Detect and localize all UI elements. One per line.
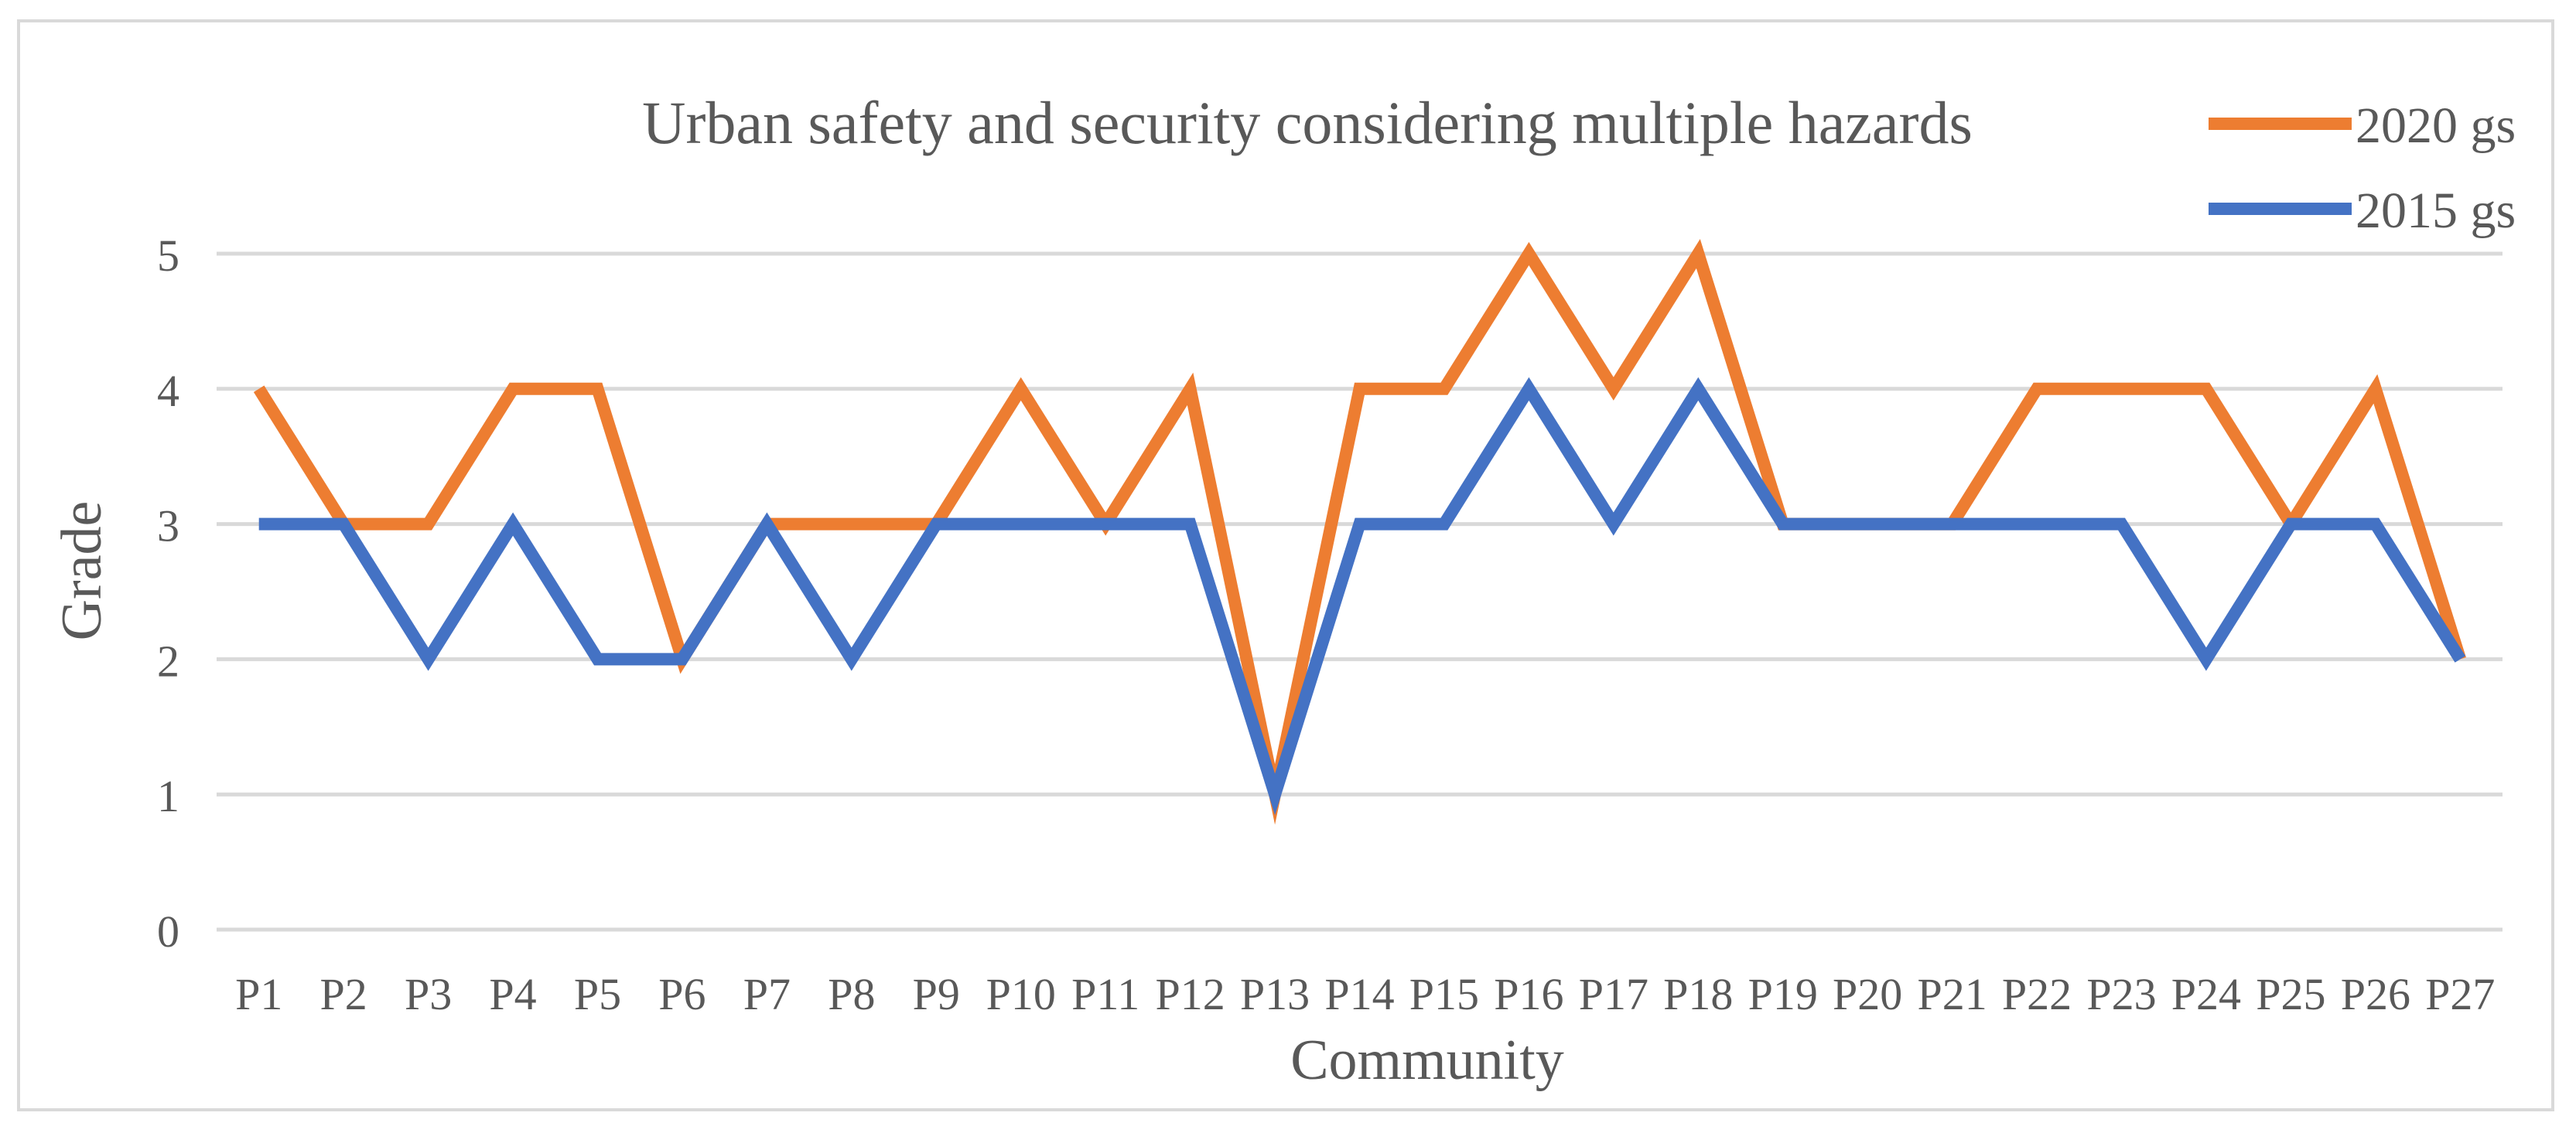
y-tick-label: 1 xyxy=(157,771,179,821)
y-tick-label: 0 xyxy=(157,906,179,957)
x-tick-label: P27 xyxy=(2425,969,2495,1019)
x-axis-title: Community xyxy=(1290,1029,1564,1092)
x-tick-label: P22 xyxy=(2002,969,2072,1019)
x-tick-label: P9 xyxy=(913,969,960,1019)
x-tick-label: P3 xyxy=(405,969,452,1019)
x-tick-label: P17 xyxy=(1579,969,1648,1019)
x-tick-label: P24 xyxy=(2171,969,2241,1019)
y-tick-label: 5 xyxy=(157,230,179,281)
x-tick-label: P19 xyxy=(1748,969,1818,1019)
y-tick-label: 2 xyxy=(157,636,179,686)
x-tick-label: P18 xyxy=(1663,969,1733,1019)
x-tick-label: P23 xyxy=(2086,969,2156,1019)
x-tick-label: P21 xyxy=(1917,969,1987,1019)
x-tick-label: P25 xyxy=(2256,969,2325,1019)
legend: 2020 gs 2015 gs xyxy=(2209,97,2516,239)
x-tick-label: P1 xyxy=(235,969,282,1019)
x-tick-label: P6 xyxy=(658,969,705,1019)
y-tick-label: 3 xyxy=(157,501,179,551)
series-lines xyxy=(253,239,2466,825)
x-tick-label: P13 xyxy=(1240,969,1310,1019)
x-tick-label: P10 xyxy=(986,969,1056,1019)
chart-title: Urban safety and security considering mu… xyxy=(642,89,1973,156)
x-tick-label: P20 xyxy=(1833,969,1902,1019)
y-tick-label: 4 xyxy=(157,366,179,416)
x-tick-label: P11 xyxy=(1071,969,1139,1019)
x-tick-label: P5 xyxy=(574,969,621,1019)
x-tick-label: P7 xyxy=(743,969,791,1019)
legend-label: 2015 gs xyxy=(2356,183,2516,239)
y-axis-ticks: 0 1 2 3 4 5 xyxy=(157,230,179,957)
x-tick-label: P8 xyxy=(828,969,875,1019)
x-tick-label: P2 xyxy=(320,969,367,1019)
y-axis-title: Grade xyxy=(50,501,114,641)
x-tick-label: P26 xyxy=(2341,969,2410,1019)
x-tick-label: P15 xyxy=(1409,969,1479,1019)
x-tick-label: P14 xyxy=(1324,969,1394,1019)
x-tick-label: P4 xyxy=(489,969,536,1019)
x-tick-label: P12 xyxy=(1155,969,1225,1019)
x-tick-label: P16 xyxy=(1494,969,1563,1019)
x-axis-ticks: P1 P2 P3 P4 P5 P6 P7 P8 P9 P10 P11 P12 P13 P14 P15 P16 P… xyxy=(235,969,2495,1019)
series-line-2015-gs xyxy=(258,377,2466,815)
legend-label: 2020 gs xyxy=(2356,97,2516,154)
